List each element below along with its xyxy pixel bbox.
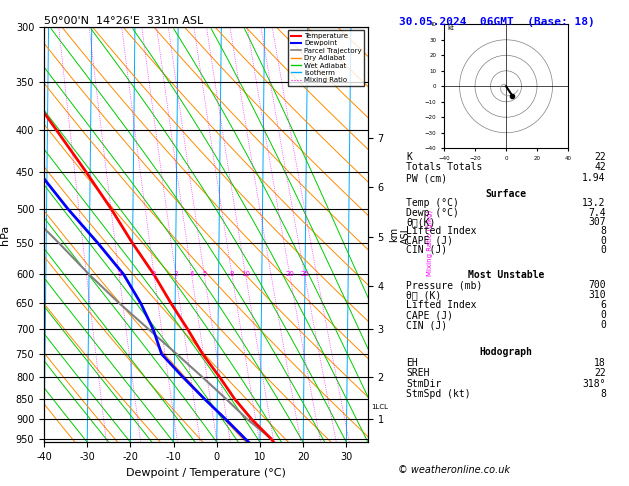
Text: 8: 8 bbox=[600, 389, 606, 399]
Text: Mixing Ratio (g/kg): Mixing Ratio (g/kg) bbox=[426, 210, 433, 277]
Text: 700: 700 bbox=[588, 280, 606, 290]
Text: 3: 3 bbox=[174, 271, 178, 278]
Text: 1.94: 1.94 bbox=[582, 173, 606, 183]
Text: Most Unstable: Most Unstable bbox=[468, 270, 544, 280]
Text: Lifted Index: Lifted Index bbox=[406, 300, 477, 311]
Text: 13.2: 13.2 bbox=[582, 198, 606, 208]
Text: Lifted Index: Lifted Index bbox=[406, 226, 477, 236]
Y-axis label: hPa: hPa bbox=[0, 225, 10, 244]
Text: 310: 310 bbox=[588, 290, 606, 300]
Text: CIN (J): CIN (J) bbox=[406, 320, 447, 330]
Text: © weatheronline.co.uk: © weatheronline.co.uk bbox=[398, 465, 509, 475]
Text: 10: 10 bbox=[241, 271, 250, 278]
Text: Hodograph: Hodograph bbox=[479, 347, 533, 357]
Text: Surface: Surface bbox=[486, 189, 526, 199]
Text: 0: 0 bbox=[600, 311, 606, 320]
Text: 7.4: 7.4 bbox=[588, 208, 606, 218]
Legend: Temperature, Dewpoint, Parcel Trajectory, Dry Adiabat, Wet Adiabat, Isotherm, Mi: Temperature, Dewpoint, Parcel Trajectory… bbox=[288, 30, 364, 86]
Text: 8: 8 bbox=[600, 226, 606, 236]
Text: CAPE (J): CAPE (J) bbox=[406, 236, 454, 245]
Text: 1: 1 bbox=[117, 271, 121, 278]
Text: Temp (°C): Temp (°C) bbox=[406, 198, 459, 208]
Text: SREH: SREH bbox=[406, 368, 430, 378]
Text: 0: 0 bbox=[600, 320, 606, 330]
Text: 25: 25 bbox=[300, 271, 309, 278]
Text: kt: kt bbox=[447, 25, 454, 32]
Text: 6: 6 bbox=[600, 300, 606, 311]
Text: 5: 5 bbox=[202, 271, 206, 278]
Text: StmSpd (kt): StmSpd (kt) bbox=[406, 389, 471, 399]
Text: 20: 20 bbox=[285, 271, 294, 278]
Text: 30.05.2024  06GMT  (Base: 18): 30.05.2024 06GMT (Base: 18) bbox=[399, 17, 595, 27]
Text: CIN (J): CIN (J) bbox=[406, 245, 447, 255]
Text: 22: 22 bbox=[594, 152, 606, 162]
Text: 0: 0 bbox=[600, 236, 606, 245]
Text: PW (cm): PW (cm) bbox=[406, 173, 447, 183]
X-axis label: Dewpoint / Temperature (°C): Dewpoint / Temperature (°C) bbox=[126, 468, 286, 478]
Text: Pressure (mb): Pressure (mb) bbox=[406, 280, 482, 290]
Text: 0: 0 bbox=[600, 245, 606, 255]
Text: θᴇ(K): θᴇ(K) bbox=[406, 217, 436, 227]
Text: 8: 8 bbox=[230, 271, 234, 278]
Text: Dewp (°C): Dewp (°C) bbox=[406, 208, 459, 218]
Text: K: K bbox=[406, 152, 412, 162]
Text: EH: EH bbox=[406, 358, 418, 368]
Text: 1LCL: 1LCL bbox=[371, 404, 388, 410]
Text: 307: 307 bbox=[588, 217, 606, 227]
Text: 50°00'N  14°26'E  331m ASL: 50°00'N 14°26'E 331m ASL bbox=[44, 16, 203, 26]
Text: 22: 22 bbox=[594, 368, 606, 378]
Text: StmDir: StmDir bbox=[406, 379, 442, 389]
Text: θᴇ (K): θᴇ (K) bbox=[406, 290, 442, 300]
Text: 42: 42 bbox=[594, 162, 606, 173]
Text: 4: 4 bbox=[189, 271, 194, 278]
Text: 18: 18 bbox=[594, 358, 606, 368]
Text: 2: 2 bbox=[152, 271, 156, 278]
Text: CAPE (J): CAPE (J) bbox=[406, 311, 454, 320]
Y-axis label: km
ASL: km ASL bbox=[389, 226, 411, 243]
Text: 318°: 318° bbox=[582, 379, 606, 389]
Text: Totals Totals: Totals Totals bbox=[406, 162, 482, 173]
